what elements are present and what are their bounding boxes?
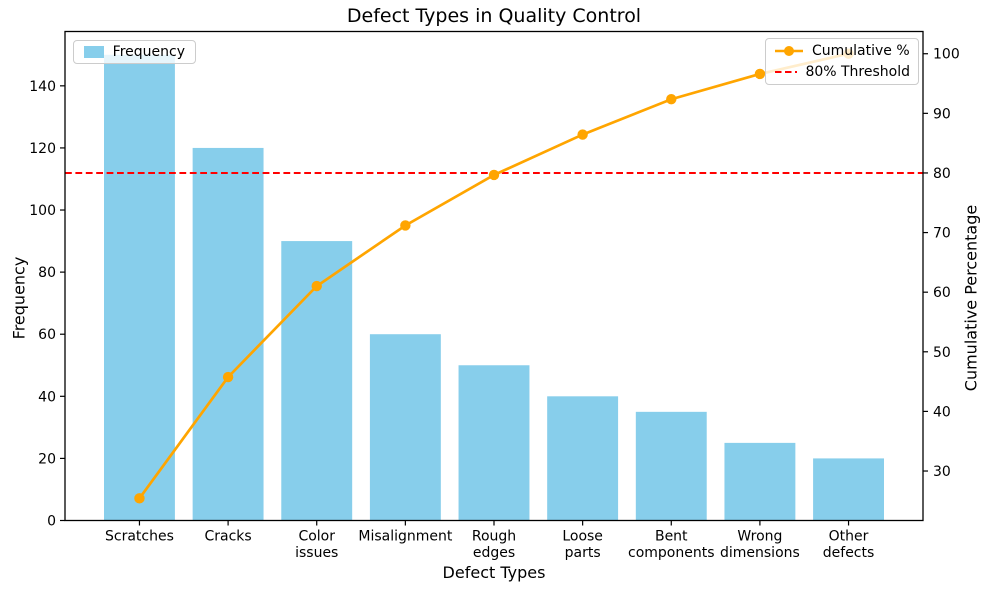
cumulative-marker-2 [311, 280, 322, 292]
bar-4 [458, 365, 530, 521]
bar-6 [635, 411, 707, 521]
x-tick-label: Loose [562, 529, 603, 545]
legend-label-cumulative: Cumulative % [812, 43, 910, 60]
bar-8 [813, 458, 884, 521]
x-tick-label: dimensions [720, 545, 800, 561]
y-tick-label-right: 70 [933, 226, 951, 242]
cumulative-line-sample-icon [775, 46, 803, 57]
y-tick-label-left: 80 [38, 265, 56, 281]
cumulative-marker-3 [400, 220, 411, 231]
x-tick-label: Bent [655, 529, 688, 545]
x-tick-label: parts [565, 545, 601, 561]
bar-5 [547, 396, 619, 521]
cumulative-marker-7 [754, 68, 766, 80]
x-tick-label: defects [823, 545, 875, 561]
x-tick-label: edges [473, 545, 515, 561]
bar-1 [192, 147, 264, 521]
y-tick-label-right: 40 [933, 404, 951, 420]
y-tick-label-right: 50 [933, 345, 951, 361]
bar-3 [369, 334, 441, 521]
threshold-line-sample-icon [775, 70, 798, 73]
cumulative-marker-1 [222, 371, 234, 383]
y-tick-label-right: 30 [933, 464, 951, 480]
x-tick-label: issues [295, 545, 338, 561]
legend-label-threshold: 80% Threshold [805, 63, 910, 80]
chart-title: Defect Types in Quality Control [346, 5, 642, 27]
y-tick-label-left: 20 [38, 451, 56, 467]
x-tick-label: components [628, 545, 715, 561]
frequency-swatch-icon [84, 46, 104, 58]
cumulative-marker-6 [666, 94, 677, 105]
cumulative-marker-4 [488, 169, 500, 181]
y-tick-label-left: 60 [38, 327, 56, 343]
y-tick-label-left: 100 [29, 203, 56, 219]
y-tick-label-right: 80 [933, 166, 951, 182]
x-tick-label: Color [298, 529, 335, 545]
legend-row-threshold: 80% Threshold [774, 63, 910, 82]
x-axis-label: Defect Types [442, 563, 546, 582]
x-tick-label: Other [829, 529, 869, 545]
bar-0 [104, 54, 175, 521]
y-tick-label-left: 120 [29, 141, 56, 157]
legend-cumulative: Cumulative % 80% Threshold [765, 38, 919, 85]
bars-group [104, 54, 884, 521]
y-tick-label-right: 90 [933, 106, 951, 122]
x-tick-label: Misalignment [358, 529, 453, 545]
bar-7 [724, 442, 796, 521]
cumulative-marker-0 [134, 493, 145, 504]
x-tick-label: Cracks [204, 529, 251, 545]
legend-row-cumulative: Cumulative % [774, 42, 910, 61]
x-tick-label: Wrong [737, 529, 782, 545]
cumulative-marker-5 [577, 129, 588, 140]
y-tick-label-left: 40 [38, 389, 56, 405]
y-tick-label-left: 140 [29, 79, 56, 95]
x-tick-label: Rough [472, 529, 516, 545]
y-tick-label-left: 0 [47, 514, 56, 530]
y-tick-label-right: 100 [933, 47, 960, 63]
legend-frequency: Frequency [73, 40, 196, 64]
x-tick-label: Scratches [105, 529, 174, 545]
y-tick-label-right: 60 [933, 285, 951, 301]
legend-label-frequency: Frequency [112, 44, 185, 60]
